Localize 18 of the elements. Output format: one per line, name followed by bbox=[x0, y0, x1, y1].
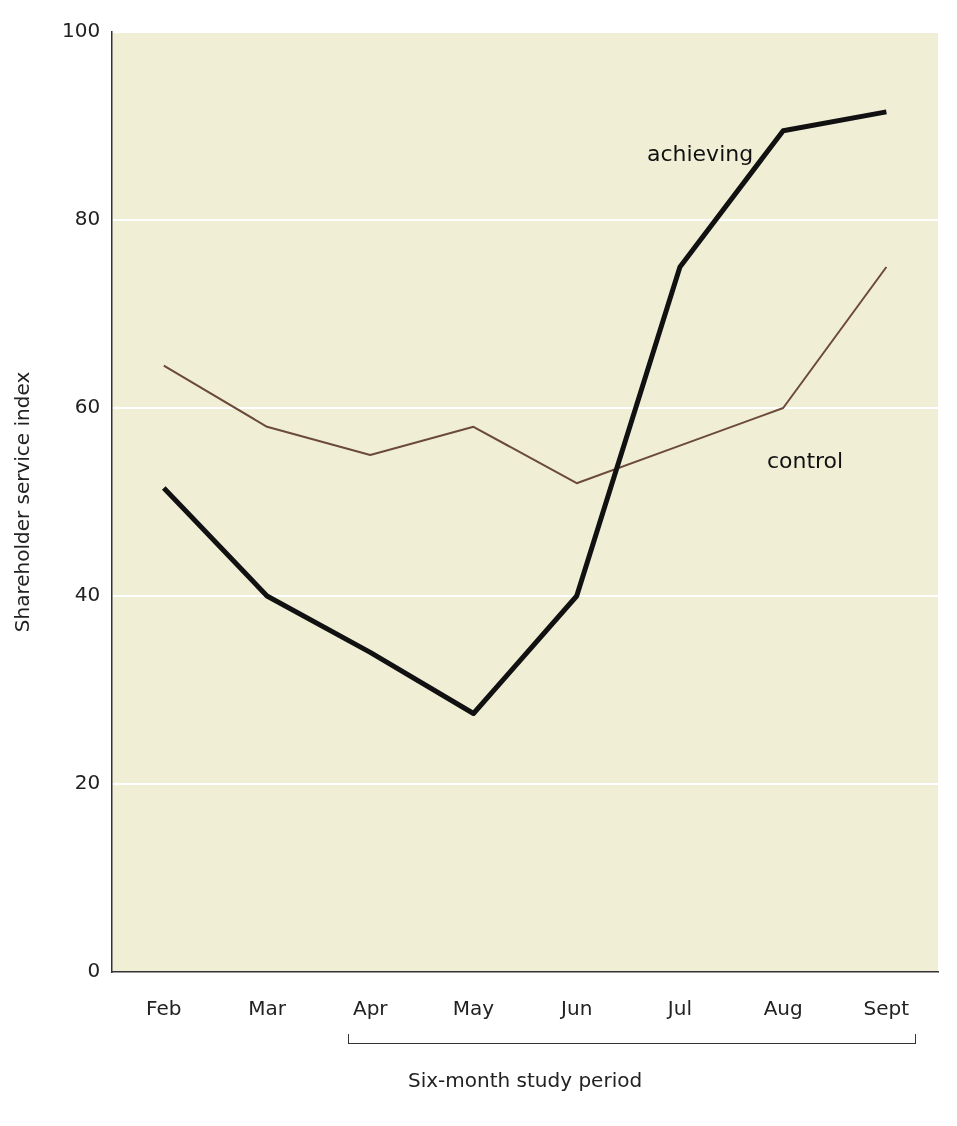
x-tick-label: Jul bbox=[665, 996, 692, 1021]
x-tick-label: Jun bbox=[559, 996, 593, 1021]
x-tick-label: May bbox=[452, 996, 495, 1021]
y-tick-label: 60 bbox=[74, 394, 101, 419]
y-tick-label: 100 bbox=[61, 18, 101, 43]
x-tick-label: Feb bbox=[146, 996, 182, 1021]
x-axis-title: Six-month study period bbox=[408, 1068, 643, 1093]
y-axis-title: Shareholder service index bbox=[10, 371, 35, 633]
y-tick-label: 0 bbox=[87, 958, 101, 983]
x-tick-label: Apr bbox=[352, 996, 389, 1021]
x-tick-label: Mar bbox=[248, 996, 287, 1021]
x-tick-label: Sept bbox=[863, 996, 910, 1021]
series-label: control bbox=[766, 448, 844, 473]
y-tick-label: 40 bbox=[74, 582, 101, 607]
y-tick-label: 80 bbox=[74, 206, 101, 231]
y-tick-label: 20 bbox=[74, 770, 101, 795]
x-tick-label: Aug bbox=[763, 996, 803, 1021]
series-label: achieving bbox=[646, 140, 754, 166]
